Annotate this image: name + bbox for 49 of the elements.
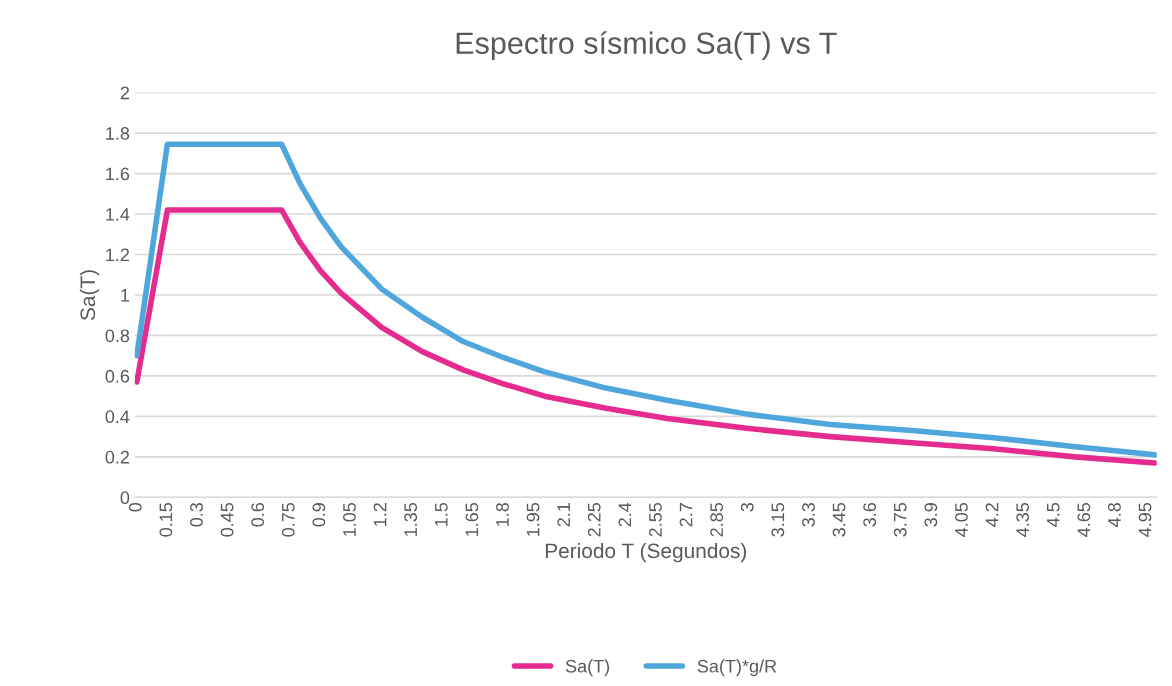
legend-label: Sa(T)*g/R (697, 659, 777, 677)
x-tick-label: 3.3 (802, 503, 815, 527)
y-tick-label: 1.8 (106, 127, 130, 140)
x-tick-label: 2.55 (649, 502, 662, 537)
y-tick-label: 1.6 (106, 167, 130, 181)
x-tick-label: 4.5 (1047, 502, 1060, 527)
y-tick-label: 1.4 (106, 208, 130, 221)
x-tick-label: 4.8 (1108, 502, 1121, 527)
y-tick-label: 0.6 (105, 369, 130, 383)
x-tick-label: 2.25 (587, 502, 601, 537)
x-tick-label: 1.65 (465, 502, 479, 536)
chart-title: Espectro sísmico Sa(T) vs T (456, 31, 837, 61)
x-tick-label: 2.4 (618, 502, 632, 527)
x-tick-label: 4.35 (1016, 502, 1030, 537)
x-tick-label: 0.75 (281, 502, 295, 537)
x-tick-label: 0.9 (312, 503, 326, 527)
x-tick-label: 3.9 (924, 503, 938, 527)
x-tick-label: 4.65 (1077, 502, 1091, 537)
x-tick-label: 1.35 (404, 502, 418, 536)
x-tick-label: 2.7 (679, 503, 693, 527)
x-tick-label: 1.2 (373, 503, 387, 526)
x-tick-label: 0.45 (220, 502, 234, 537)
legend-label: Sa(T) (565, 659, 610, 677)
x-tick-label: 3.75 (893, 502, 907, 537)
x-tick-label: 3.45 (832, 502, 846, 537)
x-tick-label: 1.95 (526, 502, 540, 536)
y-tick-label: 1 (121, 289, 130, 302)
y-tick-label: 2 (120, 86, 130, 100)
x-tick-label: 1.8 (496, 502, 509, 526)
x-tick-label: 0.6 (251, 503, 265, 527)
y-tick-label: 0.2 (105, 450, 130, 464)
x-tick-label: 2.85 (710, 502, 724, 537)
x-tick-label: 4.05 (955, 502, 968, 537)
x-tick-label: 2.1 (557, 503, 570, 527)
x-tick-label: 3.6 (863, 503, 877, 527)
x-axis-title: Periodo T (Segundos) (545, 542, 747, 563)
x-tick-label: 1.05 (343, 502, 356, 536)
x-tick-label: 4.95 (1138, 502, 1152, 537)
x-tick-label: 0.15 (159, 502, 173, 537)
x-tick-label: 0 (128, 502, 142, 512)
y-tick-label: 1.2 (106, 248, 130, 262)
y-axis-title: Sa(T) (79, 270, 100, 321)
x-tick-label: 3.15 (771, 502, 785, 537)
x-tick-label: 4.2 (985, 503, 999, 527)
x-tick-label: 1.5 (435, 502, 448, 526)
y-tick-label: 0.8 (105, 329, 130, 343)
x-tick-label: 3 (740, 503, 754, 512)
x-tick-label: 0.3 (190, 503, 203, 527)
y-tick-label: 0.4 (105, 410, 130, 424)
